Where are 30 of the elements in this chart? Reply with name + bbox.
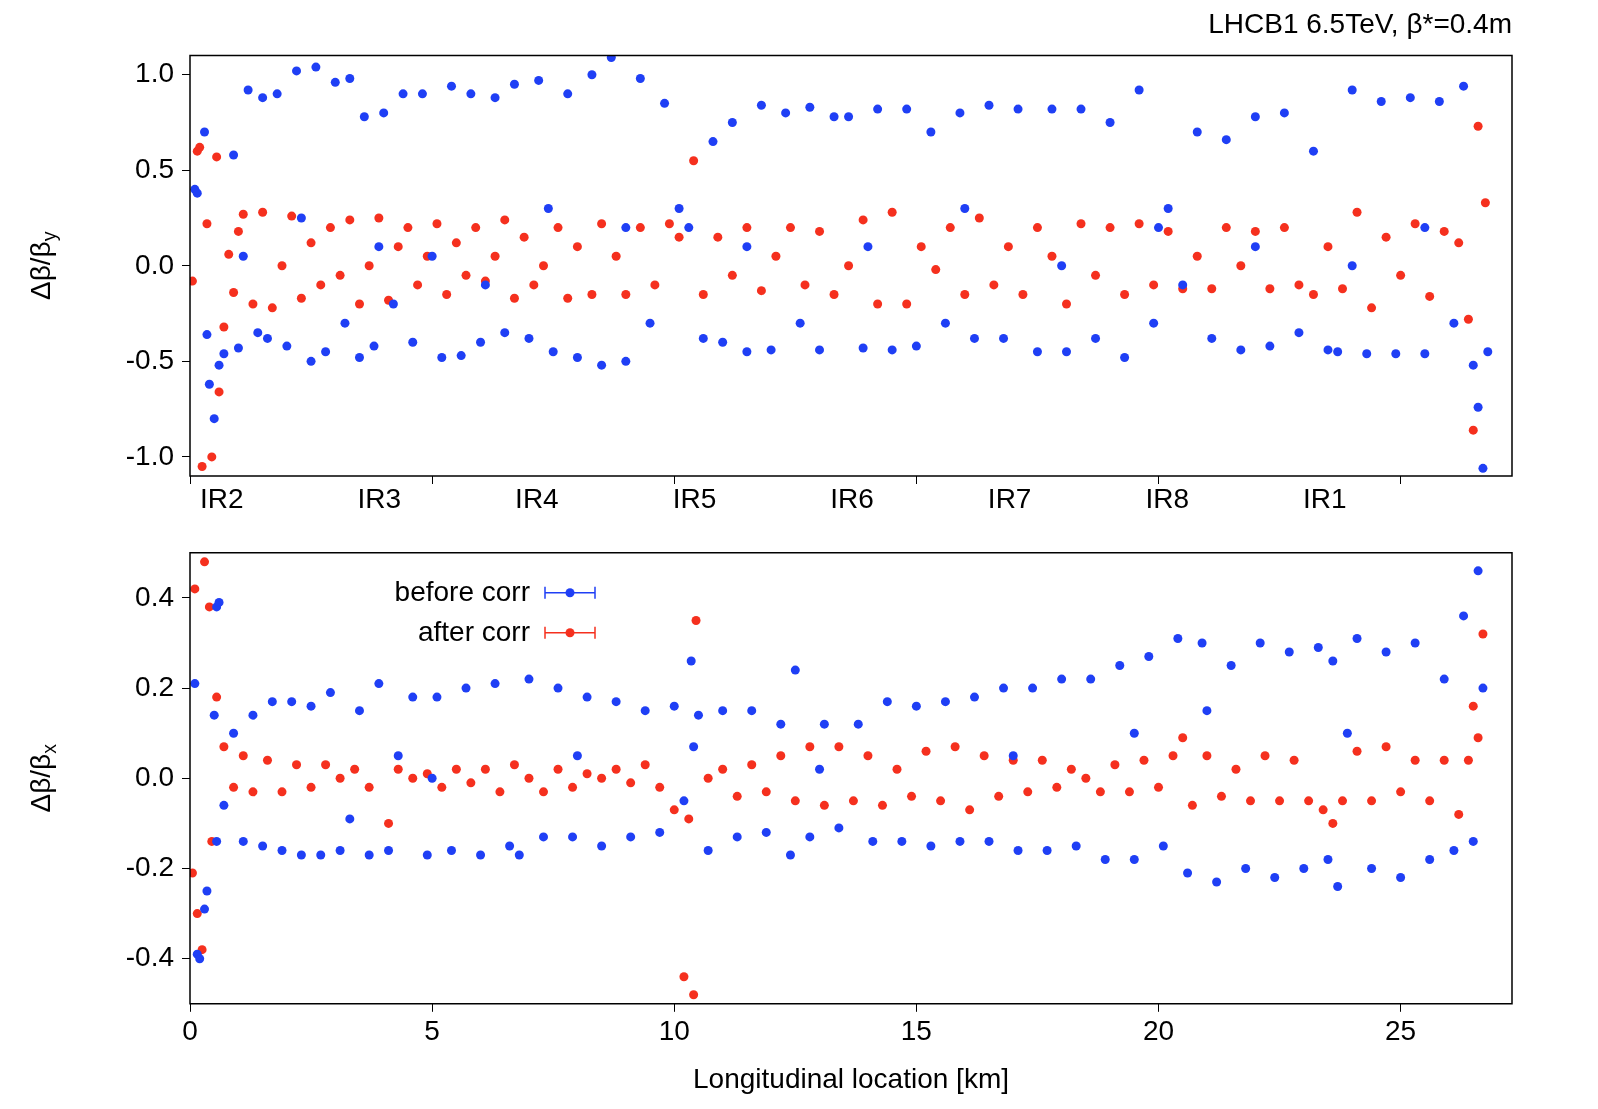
x-tick-label: 0 [182, 1015, 198, 1047]
y-tick-label: -0.2 [125, 851, 174, 883]
text: IR4 [515, 482, 559, 514]
y-tick-label: -0.4 [125, 941, 174, 973]
y-tick-label: 0.2 [135, 670, 174, 702]
y-tick-label: 0.4 [135, 580, 174, 612]
text: IR8 [1145, 482, 1190, 514]
x-tick-label: 20 [1142, 1015, 1175, 1047]
legend-label: after corr [417, 615, 530, 647]
y-axis-title: Δβ/βy [24, 231, 60, 301]
text: IR1 [1303, 482, 1347, 514]
y-tick-label: 0.5 [135, 152, 174, 184]
text: IR5 [672, 482, 717, 514]
legend-label: before corr [394, 575, 530, 607]
x-tick-label: 5 [424, 1015, 440, 1047]
y-tick-label: 0.0 [135, 248, 174, 280]
y-tick-label: -0.5 [125, 344, 174, 376]
x-tick-label: 15 [900, 1015, 932, 1047]
x-axis-title: Longitudinal location [km] [693, 1062, 1009, 1094]
text: IR7 [987, 482, 1032, 514]
y-tick-label: 1.0 [135, 57, 174, 89]
text: IR6 [830, 482, 874, 514]
x-tick-label: 25 [1385, 1015, 1417, 1047]
y-tick-label: -1.0 [125, 439, 174, 471]
y-axis-title: Δβ/βx [24, 743, 60, 813]
text: IR2 [199, 482, 244, 514]
text: IR3 [357, 482, 402, 514]
y-tick-label: 0.0 [135, 761, 174, 793]
x-tick-label: 10 [658, 1015, 690, 1047]
chart-title: LHCB1 6.5TeV, β*=0.4m [1208, 7, 1512, 39]
